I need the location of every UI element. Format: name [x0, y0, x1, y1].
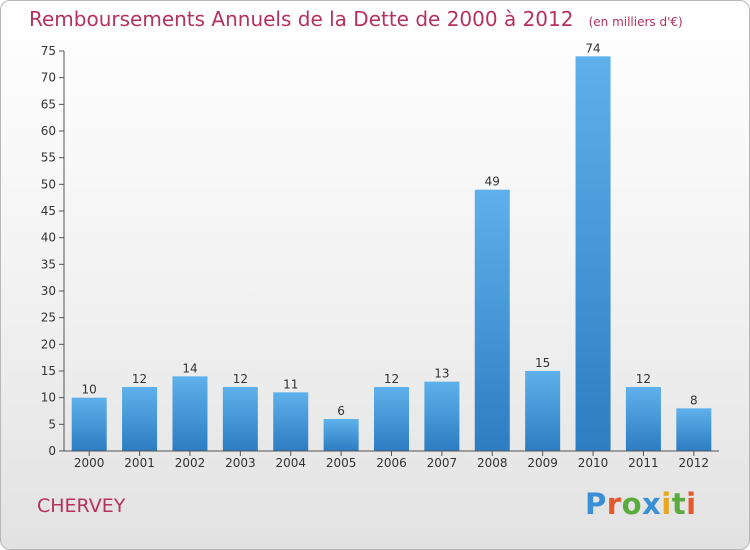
data-label: 10 [82, 383, 97, 397]
x-tick-label: 2002 [175, 456, 206, 470]
data-label: 14 [182, 361, 197, 375]
y-tick-label: 60 [41, 124, 56, 138]
data-label: 12 [384, 372, 399, 386]
x-axis: 2000 2001 2002 2003 2004 2005 2006 2007 2008 2009… [64, 450, 719, 470]
x-tick-label: 2009 [527, 456, 558, 470]
bar [424, 381, 460, 451]
bar [71, 397, 107, 451]
y-tick-label: 15 [41, 364, 56, 378]
y-tick-label: 25 [41, 311, 56, 325]
y-tick-label: 45 [41, 204, 56, 218]
bar [122, 387, 158, 451]
data-label: 12 [233, 372, 248, 386]
bar [323, 419, 359, 451]
bar [474, 189, 510, 451]
data-label: 13 [434, 367, 449, 381]
logo-letter: i [686, 487, 697, 521]
y-tick-label: 40 [41, 231, 56, 245]
title-text: Remboursements Annuels de la Dette de 20… [29, 7, 574, 31]
y-tick-label: 5 [48, 417, 56, 431]
x-tick-label: 2004 [275, 456, 306, 470]
x-tick-label: 2000 [74, 456, 105, 470]
y-tick-label: 20 [41, 337, 56, 351]
logo-letter: o [621, 487, 643, 521]
bar [374, 387, 409, 451]
data-label: 74 [585, 41, 600, 55]
data-label: 8 [690, 393, 698, 407]
data-label: 6 [337, 404, 345, 418]
unit-label: (en milliers d'€) [588, 15, 683, 29]
chart-title: Remboursements Annuels de la Dette de 20… [29, 7, 683, 31]
data-label: 11 [283, 377, 298, 391]
bar [222, 387, 258, 451]
bar [575, 56, 611, 451]
logo-letter: r [606, 487, 622, 521]
data-label: 49 [485, 175, 500, 189]
bar [625, 387, 661, 451]
logo-letter: x [642, 487, 662, 521]
y-tick-label: 55 [41, 151, 56, 165]
x-tick-label: 2001 [124, 456, 155, 470]
bars [71, 56, 712, 451]
y-axis: 0 5 10 15 20 25 30 35 40 45 50 55 60 65 70 75 [41, 44, 65, 458]
x-tick-label: 2012 [679, 456, 710, 470]
y-tick-label: 50 [41, 177, 56, 191]
x-tick-label: 2010 [578, 456, 609, 470]
x-tick-label: 2008 [477, 456, 508, 470]
x-tick-label: 2005 [326, 456, 357, 470]
commune-name: CHERVEY [37, 495, 126, 517]
x-tick-label: 2007 [427, 456, 458, 470]
x-tick-label: 2011 [628, 456, 659, 470]
bar [525, 371, 561, 451]
logo-letter: t [671, 487, 687, 521]
data-label: 12 [132, 372, 147, 386]
data-label: 12 [636, 372, 651, 386]
bar [676, 408, 712, 451]
y-tick-label: 10 [41, 391, 56, 405]
y-tick-label: 0 [48, 444, 56, 458]
data-labels: 10 12 14 12 11 6 12 13 49 15 74 12 8 [82, 41, 698, 418]
x-tick-label: 2006 [376, 456, 407, 470]
logo-letter: i [661, 487, 672, 521]
data-label: 15 [535, 356, 550, 370]
logo-letter: P [585, 487, 607, 521]
y-tick-label: 70 [41, 71, 56, 85]
y-tick-label: 65 [41, 97, 56, 111]
bar [172, 376, 208, 451]
bar [273, 392, 309, 451]
y-tick-label: 75 [41, 44, 56, 58]
x-tick-label: 2003 [225, 456, 256, 470]
y-tick-label: 30 [41, 284, 56, 298]
y-tick-label: 35 [41, 257, 56, 271]
proxiti-logo: Proxiti [585, 487, 697, 521]
